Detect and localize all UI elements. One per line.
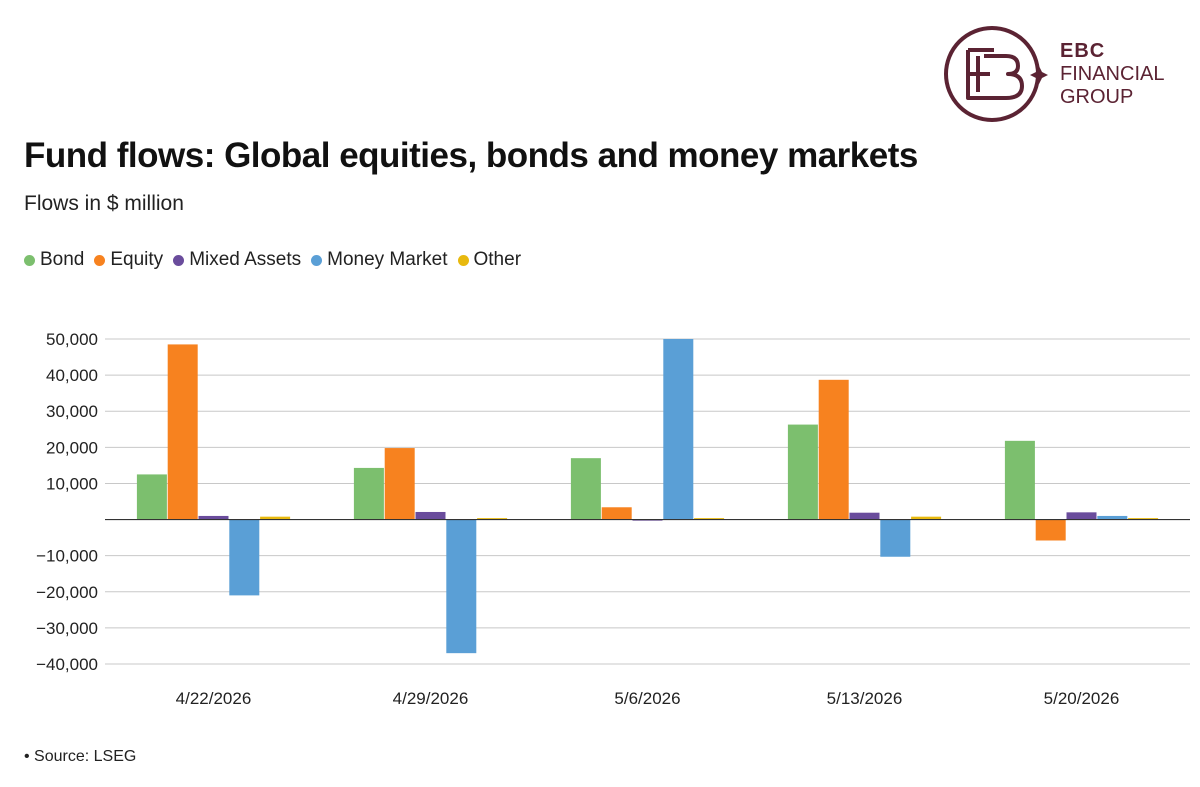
- bar-mixed-assets: [198, 515, 229, 520]
- y-tick-label: 10,000: [46, 474, 98, 493]
- legend-item-equity: Equity: [94, 249, 163, 271]
- legend-item-other: Other: [457, 249, 522, 271]
- x-tick-label: 5/20/2026: [1044, 689, 1120, 708]
- bar-equity: [818, 379, 849, 520]
- legend-label: Other: [473, 249, 522, 270]
- logo-line-1: EBC: [1060, 40, 1106, 62]
- legend-label: Equity: [110, 249, 164, 270]
- bar-other: [1128, 518, 1159, 520]
- legend-label: Money Market: [327, 249, 448, 270]
- bar-other: [694, 518, 725, 520]
- y-tick-label: −40,000: [36, 655, 98, 674]
- x-tick-label: 5/13/2026: [827, 689, 903, 708]
- y-tick-label: 20,000: [46, 438, 98, 457]
- bar-other: [260, 516, 291, 520]
- legend-swatch: [457, 254, 469, 266]
- legend-label: Mixed Assets: [189, 249, 302, 270]
- y-tick-label: −10,000: [36, 547, 98, 566]
- bar-bond: [136, 474, 167, 520]
- bar-other: [477, 518, 508, 520]
- chart-legend: Bond Equity Mixed Assets Money Market Other: [24, 249, 531, 271]
- x-tick-label: 5/6/2026: [614, 689, 680, 708]
- bar-equity: [384, 448, 415, 520]
- legend-item-bond: Bond: [24, 249, 84, 271]
- x-tick-label: 4/22/2026: [176, 689, 252, 708]
- y-tick-label: 30,000: [46, 402, 98, 421]
- y-tick-label: 50,000: [46, 330, 98, 349]
- bar-equity: [1035, 519, 1066, 541]
- bar-money-market: [880, 519, 911, 557]
- chart-subtitle: Flows in $ million: [24, 192, 184, 215]
- logo-wordmark: EBC FINANCIAL GROUP: [1060, 40, 1164, 109]
- bar-chart: 50,000 40,000 30,000 20,000 10,000 −10,000 −20…: [36, 330, 1190, 708]
- bar-money-market: [446, 519, 477, 654]
- bar-bond: [570, 458, 601, 520]
- bar-bond: [787, 424, 818, 520]
- legend-swatch: [311, 254, 323, 266]
- y-tick-label: 40,000: [46, 366, 98, 385]
- bar-bond: [1004, 440, 1035, 520]
- bar-money-market: [1097, 515, 1128, 520]
- ebc-emblem-icon: [944, 26, 1048, 122]
- y-tick-label: −30,000: [36, 619, 98, 638]
- logo-line-3: GROUP: [1060, 86, 1134, 108]
- bar-bond: [353, 467, 384, 520]
- x-tick-label: 4/29/2026: [393, 689, 469, 708]
- source-note: • Source: LSEG: [24, 748, 137, 765]
- legend-item-money-market: Money Market: [311, 249, 448, 271]
- bar-equity: [601, 507, 632, 520]
- bar-mixed-assets: [1066, 512, 1097, 520]
- legend-swatch: [24, 254, 35, 266]
- chart-title: Fund flows: Global equities, bonds and m…: [24, 136, 918, 175]
- bar-mixed-assets: [415, 511, 446, 520]
- bar-money-market: [229, 519, 260, 596]
- logo-line-2: FINANCIAL: [1060, 63, 1165, 85]
- legend-swatch: [173, 254, 185, 266]
- bar-other: [911, 516, 942, 520]
- y-tick-label: −20,000: [36, 583, 98, 602]
- bar-money-market: [663, 339, 694, 520]
- bar-mixed-assets: [849, 512, 880, 520]
- bar-equity: [167, 344, 198, 520]
- legend-item-mixed-assets: Mixed Assets: [173, 249, 301, 271]
- ebc-logo: [944, 26, 1184, 126]
- legend-swatch: [94, 254, 106, 266]
- legend-label: Bond: [40, 249, 85, 270]
